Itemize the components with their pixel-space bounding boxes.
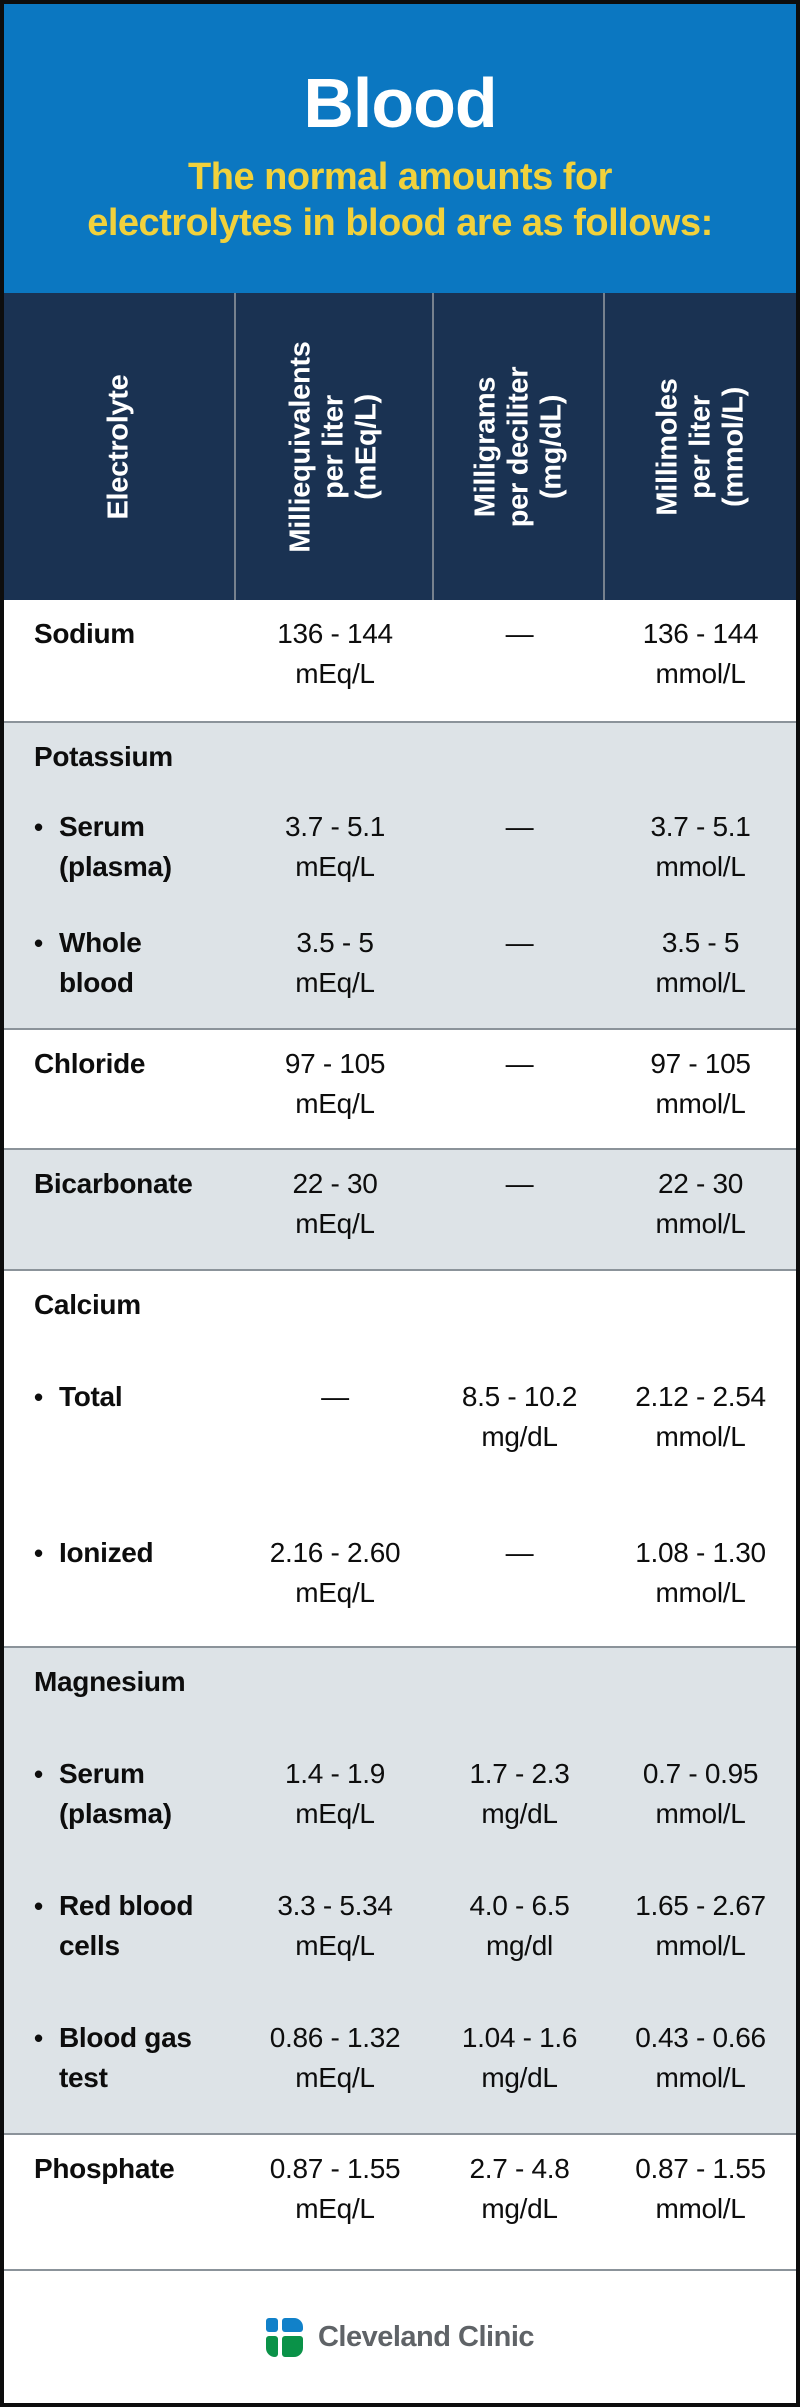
value-meq: 97 - 105 mEq/L xyxy=(284,1048,386,1119)
value-meq: 3.5 - 5 mEq/L xyxy=(295,927,375,998)
column-header-meq-per-liter: Milliequivalents per liter (mEq/L) xyxy=(236,293,434,600)
value-mmol: 97 - 105 mmol/L xyxy=(650,1048,751,1119)
page-title: Blood xyxy=(303,64,497,142)
electrolyte-name: • Total xyxy=(4,1377,236,1457)
value-mmol: 3.7 - 5.1 mmol/L xyxy=(650,811,751,882)
table-row-magnesium-serum: • Serum (plasma) 1.4 - 1.9 mEq/L 1.7 - 2… xyxy=(4,1754,796,1834)
value-meq: 0.86 - 1.32 mEq/L xyxy=(269,2022,401,2093)
column-header-meq-per-liter-label: Milliequivalents per liter (mEq/L) xyxy=(284,340,383,553)
table-row-chloride: Chloride 97 - 105 mEq/L — 97 - 105 mmol/… xyxy=(4,1044,796,1124)
value-mg: 1.04 - 1.6 mg/dL xyxy=(461,2022,578,2093)
column-header-electrolyte: Electrolyte xyxy=(4,293,236,600)
value-mmol: 2.12 - 2.54 mmol/L xyxy=(635,1381,766,1452)
value-meq: 22 - 30 mEq/L xyxy=(292,1168,378,1239)
electrolyte-name: • Blood gas test xyxy=(4,2018,236,2098)
bullet-icon: • xyxy=(34,2023,43,2053)
electrolyte-name: Phosphate xyxy=(34,2153,175,2184)
group-label-potassium: Potassium xyxy=(34,741,173,772)
value-mmol: 136 - 144 mmol/L xyxy=(642,618,759,689)
value-meq: 2.16 - 2.60 mEq/L xyxy=(269,1537,401,1608)
section-calcium: Calcium • Total — 8.5 - 10.2 mg/dL 2.12 … xyxy=(4,1269,796,1646)
bullet-icon: • xyxy=(34,1891,43,1921)
value-meq: 1.4 - 1.9 mEq/L xyxy=(284,1758,386,1829)
value-mg: 2.7 - 4.8 mg/dL xyxy=(469,2153,570,2224)
value-meq: 3.3 - 5.34 mEq/L xyxy=(277,1890,393,1961)
page-subtitle: The normal amounts for electrolytes in b… xyxy=(4,154,796,246)
cleveland-clinic-logo-icon xyxy=(265,2317,303,2357)
column-header-mg-per-deciliter: Milligrams per deciliter (mg/dL) xyxy=(434,293,605,600)
table-row-potassium-serum: • Serum (plasma) 3.7 - 5.1 mEq/L — 3.7 -… xyxy=(4,807,796,887)
logo-quadrant-bottom-left xyxy=(265,2335,278,2357)
electrolyte-name: • Whole blood xyxy=(4,923,236,1003)
value-mmol: 0.43 - 0.66 mmol/L xyxy=(635,2022,766,2093)
value-mg: — xyxy=(505,927,534,958)
column-header-mmol-per-liter: Millimoles per liter (mmol/L) xyxy=(605,293,796,600)
electrolyte-name: • Serum (plasma) xyxy=(4,807,236,887)
table-row-magnesium-blood-gas-test: • Blood gas test 0.86 - 1.32 mEq/L 1.04 … xyxy=(4,2018,796,2098)
column-header-mmol-per-liter-label: Millimoles per liter (mmol/L) xyxy=(651,377,749,516)
value-mmol: 0.87 - 1.55 mmol/L xyxy=(635,2153,766,2224)
table-column-header-row: Electrolyte Milliequivalents per liter (… xyxy=(4,293,796,600)
footer: Cleveland Clinic xyxy=(4,2269,796,2403)
value-mg: — xyxy=(505,1168,534,1199)
value-mg: — xyxy=(505,1537,534,1568)
logo-quadrant-top-left xyxy=(265,2317,278,2332)
table-row-phosphate: Phosphate 0.87 - 1.55 mEq/L 2.7 - 4.8 mg… xyxy=(4,2149,796,2229)
value-mmol: 22 - 30 mmol/L xyxy=(655,1168,746,1239)
table-row-bicarbonate: Bicarbonate 22 - 30 mEq/L — 22 - 30 mmol… xyxy=(4,1164,796,1244)
logo-quadrant-bottom-right xyxy=(281,2335,303,2357)
brand-name: Cleveland Clinic xyxy=(317,2320,535,2353)
section-phosphate: Phosphate 0.87 - 1.55 mEq/L 2.7 - 4.8 mg… xyxy=(4,2133,796,2269)
bullet-icon: • xyxy=(34,1382,43,1412)
value-mg: — xyxy=(505,1048,534,1079)
column-header-mg-per-deciliter-label: Milligrams per deciliter (mg/dL) xyxy=(469,366,567,527)
bullet-icon: • xyxy=(34,928,43,958)
value-mg: — xyxy=(505,618,534,649)
value-mmol: 0.7 - 0.95 mmol/L xyxy=(642,1758,759,1829)
bullet-icon: • xyxy=(34,1759,43,1789)
value-meq: 136 - 144 mEq/L xyxy=(277,618,393,689)
value-mmol: 1.08 - 1.30 mmol/L xyxy=(635,1537,766,1608)
electrolyte-name: Chloride xyxy=(34,1048,146,1079)
electrolyte-name: • Red blood cells xyxy=(4,1886,236,1966)
section-chloride: Chloride 97 - 105 mEq/L — 97 - 105 mmol/… xyxy=(4,1028,796,1148)
value-meq: 3.7 - 5.1 mEq/L xyxy=(284,811,386,882)
electrolyte-name: • Serum (plasma) xyxy=(4,1754,236,1834)
section-sodium: Sodium 136 - 144 mEq/L — 136 - 144 mmol/… xyxy=(4,600,796,721)
value-mg: 8.5 - 10.2 mg/dL xyxy=(461,1381,578,1452)
page-subtitle-line-1: The normal amounts for xyxy=(188,156,612,198)
header-banner: Blood The normal amounts for electrolyte… xyxy=(4,4,796,293)
group-label-magnesium: Magnesium xyxy=(34,1666,186,1697)
value-mg: 1.7 - 2.3 mg/dL xyxy=(469,1758,570,1829)
table-row-calcium-total: • Total — 8.5 - 10.2 mg/dL 2.12 - 2.54 m… xyxy=(4,1377,796,1457)
value-mmol: 3.5 - 5 mmol/L xyxy=(655,927,746,998)
bullet-icon: • xyxy=(34,1538,43,1568)
electrolyte-name: Bicarbonate xyxy=(34,1168,193,1199)
page-subtitle-line-2: electrolytes in blood are as follows: xyxy=(87,202,713,244)
section-bicarbonate: Bicarbonate 22 - 30 mEq/L — 22 - 30 mmol… xyxy=(4,1148,796,1269)
section-magnesium: Magnesium • Serum (plasma) 1.4 - 1.9 mEq… xyxy=(4,1646,796,2133)
group-label-calcium: Calcium xyxy=(34,1289,141,1320)
table-row-potassium-whole-blood: • Whole blood 3.5 - 5 mEq/L — 3.5 - 5 mm… xyxy=(4,923,796,1003)
logo-quadrant-top-right xyxy=(281,2317,303,2332)
value-mg: — xyxy=(505,811,534,842)
column-header-electrolyte-label: Electrolyte xyxy=(102,374,135,519)
table-row-sodium: Sodium 136 - 144 mEq/L — 136 - 144 mmol/… xyxy=(4,614,796,694)
table-row-magnesium-red-blood-cells: • Red blood cells 3.3 - 5.34 mEq/L 4.0 -… xyxy=(4,1886,796,1966)
electrolyte-name: • Ionized xyxy=(4,1533,236,1613)
electrolyte-name: Sodium xyxy=(34,618,135,649)
section-potassium: Potassium • Serum (plasma) 3.7 - 5.1 mEq… xyxy=(4,721,796,1028)
bullet-icon: • xyxy=(34,812,43,842)
table-row-calcium-ionized: • Ionized 2.16 - 2.60 mEq/L — 1.08 - 1.3… xyxy=(4,1533,796,1613)
value-meq: 0.87 - 1.55 mEq/L xyxy=(269,2153,401,2224)
value-meq: — xyxy=(321,1381,349,1412)
value-mg: 4.0 - 6.5 mg/dl xyxy=(469,1890,570,1961)
value-mmol: 1.65 - 2.67 mmol/L xyxy=(635,1890,766,1961)
